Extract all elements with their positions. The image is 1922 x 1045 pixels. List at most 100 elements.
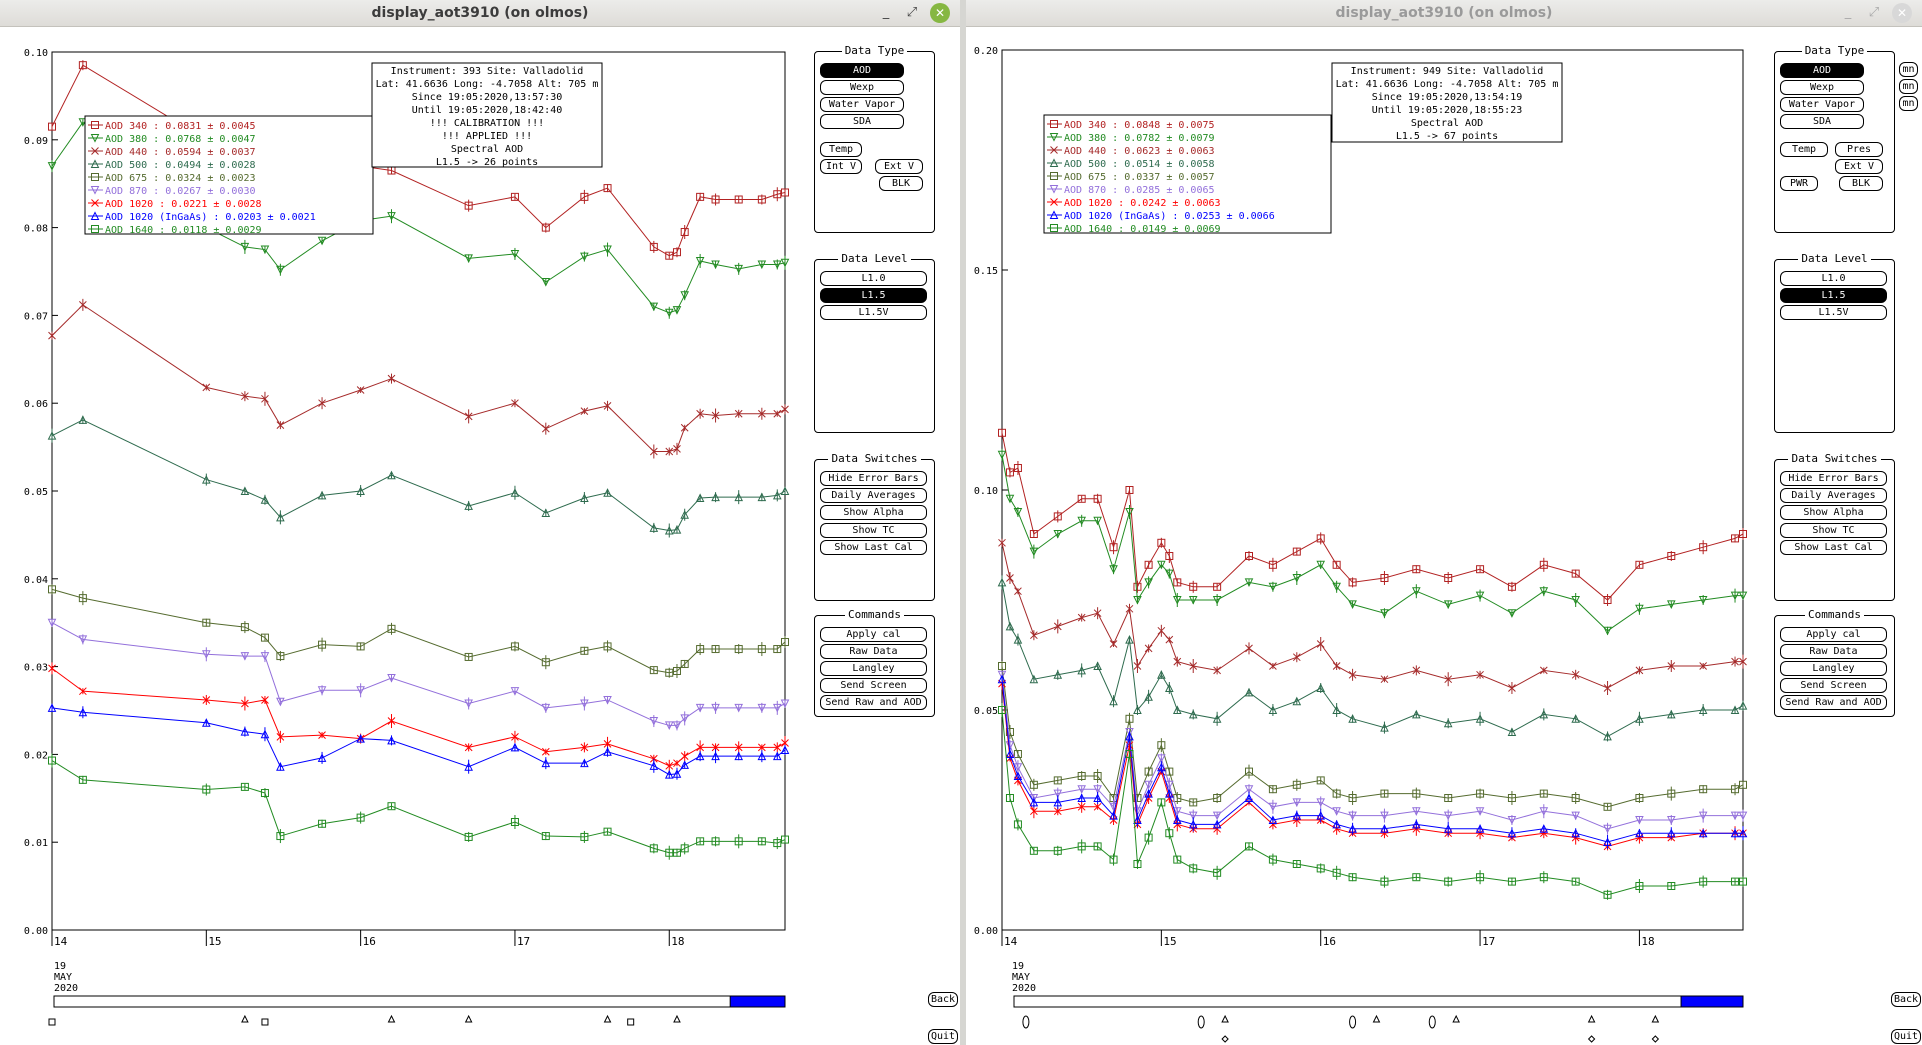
- data-point: [318, 819, 327, 828]
- info-line: !!! APPLIED !!!: [442, 131, 532, 142]
- l1-5v-button[interactable]: L1.5V: [1780, 305, 1887, 320]
- data-point: [276, 762, 285, 771]
- maximize-icon[interactable]: ⤢: [1868, 5, 1880, 20]
- send-raw-and-aod-button[interactable]: Send Raw and AOD: [1780, 695, 1887, 710]
- daily-averages-button[interactable]: Daily Averages: [820, 488, 927, 503]
- l1-0-button[interactable]: L1.0: [820, 271, 927, 286]
- water-vapor-button[interactable]: Water Vapor: [1780, 97, 1864, 112]
- wexp-button[interactable]: Wexp: [820, 80, 904, 95]
- close-icon[interactable]: ✕: [1892, 3, 1912, 23]
- data-point: [510, 249, 520, 259]
- data-point: [1030, 631, 1038, 640]
- send-raw-and-aod-button[interactable]: Send Raw and AOD: [820, 695, 927, 710]
- apply-cal-button[interactable]: Apply cal: [820, 627, 927, 642]
- data-point: [580, 407, 589, 415]
- data-point: [580, 493, 589, 503]
- show-alpha-button[interactable]: Show Alpha: [820, 505, 927, 520]
- l1-5-button[interactable]: L1.5: [1780, 288, 1887, 303]
- wexp-button[interactable]: Wexp: [1780, 80, 1864, 95]
- show-alpha-button[interactable]: Show Alpha: [1780, 505, 1887, 520]
- sda-button[interactable]: SDA: [820, 114, 904, 129]
- apply-cal-button[interactable]: Apply cal: [1780, 627, 1887, 642]
- data-point: [1603, 596, 1612, 604]
- data-point: [202, 383, 211, 392]
- data-point: [711, 837, 720, 846]
- data-point: [1053, 670, 1063, 679]
- hide-error-bars-button[interactable]: Hide Error Bars: [1780, 471, 1887, 486]
- mn-button[interactable]: mn: [1899, 62, 1918, 77]
- titlebar-left[interactable]: display_aot3910 (on olmos) _ ⤢ ✕: [0, 0, 960, 27]
- hide-error-bars-button[interactable]: Hide Error Bars: [820, 471, 927, 486]
- quit-button[interactable]: Quit: [928, 1029, 958, 1044]
- data-point: [1030, 807, 1038, 816]
- data-point: [664, 769, 674, 779]
- temp-button[interactable]: Temp: [820, 142, 862, 157]
- close-icon[interactable]: ✕: [930, 3, 950, 23]
- data-point: [1603, 890, 1612, 899]
- send-screen-button[interactable]: Send Screen: [820, 678, 927, 693]
- ext-v-button[interactable]: Ext V: [1835, 159, 1883, 174]
- data-point: [1571, 569, 1580, 578]
- mn-button[interactable]: mn: [1899, 79, 1918, 94]
- langley-button[interactable]: Langley: [1780, 661, 1887, 676]
- panel-data-level: Data Level L1.0 L1.5 L1.5V: [1774, 252, 1895, 433]
- send-screen-button[interactable]: Send Screen: [1780, 678, 1887, 693]
- quit-button[interactable]: Quit: [1891, 1029, 1921, 1044]
- l1-0-button[interactable]: L1.0: [1780, 271, 1887, 286]
- data-point: [1144, 644, 1153, 653]
- info-line: Spectral AOD: [1411, 118, 1483, 129]
- data-point: [757, 743, 766, 752]
- raw-data-button[interactable]: Raw Data: [1780, 644, 1887, 659]
- int-v-button[interactable]: Int V: [820, 159, 862, 174]
- legend-marker: [1049, 133, 1059, 142]
- minimize-icon[interactable]: _: [1844, 5, 1852, 20]
- data-point: [1109, 810, 1118, 820]
- data-point: [1699, 662, 1708, 670]
- mn-button[interactable]: mn: [1899, 96, 1918, 111]
- data-point: [47, 431, 57, 440]
- data-point: [711, 645, 720, 654]
- ext-v-button[interactable]: Ext V: [875, 159, 923, 174]
- data-point: [772, 260, 782, 270]
- data-point: [1213, 582, 1222, 591]
- pres-button[interactable]: Pres: [1835, 142, 1883, 157]
- y-tick-label: 0.03: [24, 663, 48, 674]
- measurement-marker: [1587, 1035, 1596, 1043]
- data-point: [1173, 578, 1182, 587]
- data-point: [202, 474, 211, 484]
- water-vapor-button[interactable]: Water Vapor: [820, 97, 904, 112]
- l1-5-button[interactable]: L1.5: [820, 288, 927, 303]
- panel-title: Data Switches: [815, 452, 934, 466]
- aod-plot-left[interactable]: 0.00 0.01 0.02 0.03 0.04 0.05 0.06 0.07 0.08 0.09…: [0, 26, 960, 1045]
- temp-button[interactable]: Temp: [1780, 142, 1828, 157]
- sda-button[interactable]: SDA: [1780, 114, 1864, 129]
- data-point: [276, 265, 285, 275]
- data-point: [1144, 578, 1153, 588]
- daily-averages-button[interactable]: Daily Averages: [1780, 488, 1887, 503]
- back-button[interactable]: Back: [1891, 992, 1921, 1007]
- show-last-cal-button[interactable]: Show Last Cal: [820, 540, 927, 555]
- pwr-button[interactable]: PWR: [1780, 176, 1818, 191]
- l1-5v-button[interactable]: L1.5V: [820, 305, 927, 320]
- blk-button[interactable]: BLK: [1839, 176, 1883, 191]
- aod-button[interactable]: AOD: [820, 63, 904, 78]
- data-point: [1133, 662, 1142, 670]
- show-tc-button[interactable]: Show TC: [1780, 523, 1887, 538]
- data-point: [1539, 873, 1548, 882]
- back-button[interactable]: Back: [928, 992, 958, 1007]
- minimize-icon[interactable]: _: [882, 5, 890, 20]
- data-point: [997, 577, 1007, 587]
- show-tc-button[interactable]: Show TC: [820, 523, 927, 538]
- aod-button[interactable]: AOD: [1780, 63, 1864, 78]
- y-tick-label: 0.15: [974, 266, 998, 277]
- show-last-cal-button[interactable]: Show Last Cal: [1780, 540, 1887, 555]
- data-point: [1268, 560, 1277, 569]
- legend-entry: AOD 1020 : 0.0242 ± 0.0063: [1064, 198, 1221, 209]
- titlebar-right[interactable]: display_aot3910 (on olmos) _ ⤢ ✕: [966, 0, 1922, 27]
- measurement-marker: [241, 1014, 249, 1023]
- blk-button[interactable]: BLK: [879, 176, 923, 191]
- maximize-icon[interactable]: ⤢: [906, 5, 918, 20]
- raw-data-button[interactable]: Raw Data: [820, 644, 927, 659]
- langley-button[interactable]: Langley: [820, 661, 927, 676]
